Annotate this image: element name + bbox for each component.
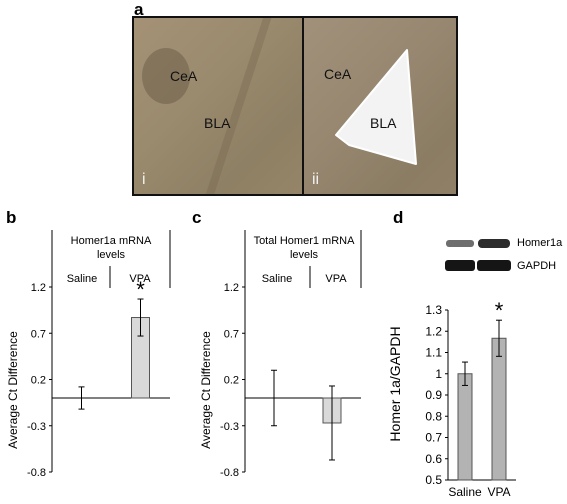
chart-d-tick-label: 0.6 bbox=[425, 452, 442, 466]
chart-d-bar bbox=[457, 373, 473, 481]
chart-b-tick-label: -0.8 bbox=[27, 467, 46, 479]
chart-c-tick-label: -0.3 bbox=[220, 421, 239, 433]
region-bla-label: BLA bbox=[204, 115, 231, 131]
chart-d-tick-label: 1.1 bbox=[425, 346, 442, 360]
region-bla-label: BLA bbox=[370, 115, 397, 131]
chart-c-header-line1: Total Homer1 mRNA bbox=[254, 235, 356, 247]
chart-c: Total Homer1 mRNA levels Saline VPA Aver… bbox=[199, 230, 362, 479]
tissue-shadow bbox=[142, 48, 190, 104]
chart-d-bar bbox=[491, 337, 507, 481]
chart-b-significance-star: * bbox=[136, 277, 145, 302]
micrograph-left: CeA BLA i bbox=[132, 16, 304, 196]
chart-d-ylabel: Homer 1a/GAPDH bbox=[387, 326, 403, 441]
chart-d-category-label: Saline bbox=[448, 485, 482, 499]
chart-c-tick-label: 0.2 bbox=[224, 375, 239, 387]
chart-d-tick-label: 0.7 bbox=[425, 431, 442, 445]
chart-c-tick-label: 1.2 bbox=[224, 282, 239, 294]
chart-d-tick-label: 1 bbox=[435, 367, 442, 381]
chart-b-category-label: VPA bbox=[129, 273, 151, 285]
panel-letter-b: b bbox=[6, 208, 17, 227]
tissue-fiber bbox=[203, 18, 273, 194]
chart-d-significance-star: * bbox=[495, 298, 504, 323]
blot-label-gapdh: GAPDH bbox=[517, 260, 557, 272]
blot-band-gapdh-saline bbox=[445, 260, 475, 271]
blot-band-gapdh-vpa bbox=[477, 260, 511, 271]
chart-d-tick-label: 0.8 bbox=[425, 409, 442, 423]
chart-b-header-line1: Homer1a mRNA bbox=[71, 235, 152, 247]
panel-letter-a: a bbox=[134, 0, 144, 19]
panel-letter-c: c bbox=[192, 208, 202, 227]
panel-letter-d: d bbox=[393, 208, 404, 227]
region-cea-label: CeA bbox=[170, 68, 198, 84]
chart-d-tick-label: 0.9 bbox=[425, 388, 442, 402]
sublabel-ii: ii bbox=[312, 171, 320, 188]
western-blot bbox=[444, 234, 512, 274]
chart-c-ylabel: Average Ct Difference bbox=[199, 331, 213, 449]
micrograph-right: CeA BLA ii bbox=[302, 16, 458, 196]
blot-band-homer1a-vpa bbox=[478, 239, 510, 248]
chart-d-tick-label: 1.2 bbox=[425, 324, 442, 338]
chart-b-tick-label: -0.3 bbox=[27, 421, 46, 433]
chart-b-tick-label: 1.2 bbox=[31, 282, 46, 294]
chart-b-ylabel: Average Ct Difference bbox=[6, 331, 20, 449]
chart-b-tick-label: 0.2 bbox=[31, 375, 46, 387]
chart-c-header-line2: levels bbox=[290, 249, 319, 261]
chart-c-tick-label: -0.8 bbox=[220, 467, 239, 479]
chart-c-category-label: VPA bbox=[325, 273, 347, 285]
chart-b: Homer1a mRNA levels Saline VPA Average C… bbox=[6, 230, 171, 479]
chart-d: Homer 1a/GAPDH 1.3 1.2 1.1 1 0.9 0.8 0.7 0.6 0.5… bbox=[387, 298, 516, 499]
blot-label-homer1a: Homer1a bbox=[517, 237, 563, 249]
chart-d-tick-label: 0.5 bbox=[425, 473, 442, 487]
chart-b-header: Homer1a mRNA levels Saline VPA bbox=[51, 230, 171, 288]
blot-band-homer1a-saline bbox=[446, 240, 474, 247]
chart-c-header: Total Homer1 mRNA levels Saline VPA bbox=[244, 230, 362, 288]
chart-b-tick-label: 0.7 bbox=[31, 328, 46, 340]
chart-c-category-label: Saline bbox=[262, 273, 293, 285]
chart-d-category-label: VPA bbox=[487, 485, 510, 499]
chart-b-header-line2: levels bbox=[97, 249, 126, 261]
dissected-region bbox=[335, 49, 417, 165]
chart-c-tick-label: 0.7 bbox=[224, 328, 239, 340]
chart-b-category-label: Saline bbox=[67, 273, 98, 285]
region-cea-label: CeA bbox=[324, 66, 352, 82]
chart-d-tick-label: 1.3 bbox=[425, 303, 442, 317]
sublabel-i: i bbox=[142, 171, 146, 188]
